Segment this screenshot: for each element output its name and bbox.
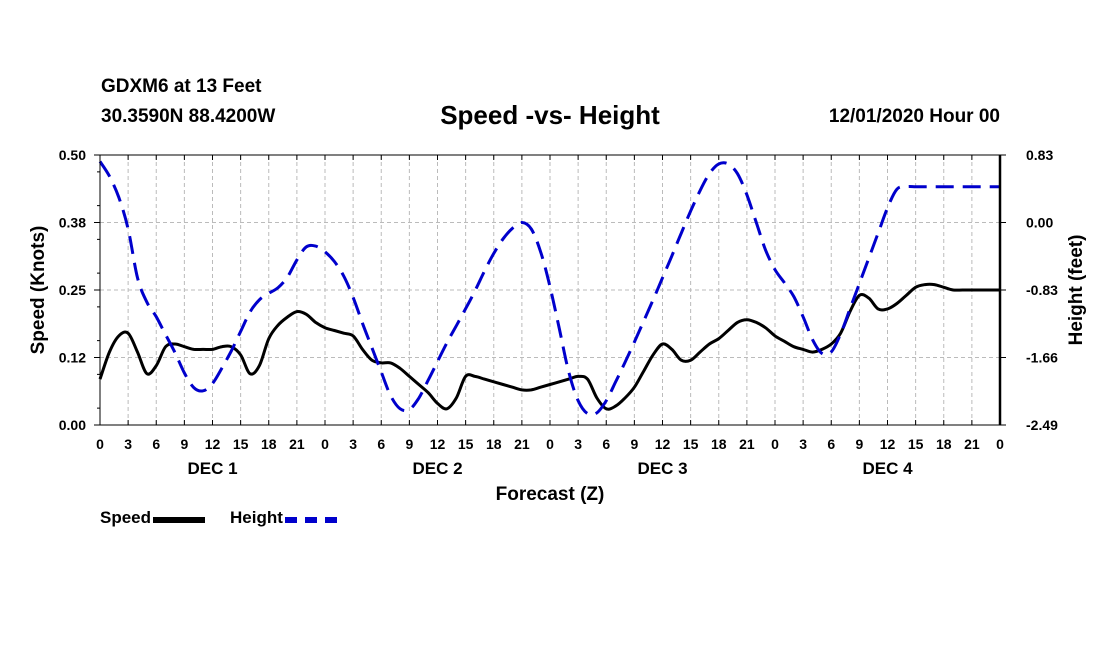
x-tick-label: 15 [908,436,924,452]
x-tick-label: 21 [289,436,305,452]
x-tick-label: 15 [458,436,474,452]
forecast-datetime: 12/01/2020 Hour 00 [828,106,1000,127]
x-tick-label: 12 [430,436,446,452]
x-tick-label: 0 [996,436,1004,452]
x-tick-label: 12 [205,436,221,452]
x-tick-label: 6 [152,436,160,452]
right-tick-label: 0.00 [1026,215,1053,231]
legend-speed: Speed [100,508,206,528]
day-label: DEC 1 [187,459,237,478]
left-tick-label: 0.50 [59,147,86,163]
legend-height: Height [230,508,337,528]
x-tick-label: 3 [124,436,132,452]
legend-height-swatch [284,517,337,523]
x-tick-label: 6 [602,436,610,452]
grid [100,155,1000,425]
right-axis-label: Height (feet) [1066,235,1087,346]
x-tick-label: 0 [771,436,779,452]
left-tick-label: 0.00 [59,417,86,433]
x-tick-label: 18 [261,436,277,452]
left-tick-label: 0.12 [59,350,86,366]
legend-speed-swatch [153,517,206,523]
x-tick-label: 6 [827,436,835,452]
x-tick-label: 0 [546,436,554,452]
x-tick-label: 21 [739,436,755,452]
left-tick-label: 0.38 [59,215,86,231]
x-tick-label: 3 [574,436,582,452]
series-layer [98,160,1000,417]
x-tick-label: 18 [711,436,727,452]
day-label: DEC 4 [862,459,913,478]
x-tick-label: 0 [96,436,104,452]
x-axis-label: Forecast (Z) [496,484,605,505]
x-tick-label: 9 [405,436,413,452]
x-tick-label: 9 [630,436,638,452]
x-tick-label: 3 [349,436,357,452]
x-tick-label: 6 [377,436,385,452]
axes: 0 3 6 9 12 15 18 21 0 3 6 9 12 15 18 21 0 3 6 9 12 15 18 21 0 3 6 9… [59,147,1058,478]
x-tick-label: 15 [233,436,249,452]
right-tick-label: -2.49 [1026,417,1058,433]
day-label: DEC 3 [637,459,687,478]
left-tick-label: 0.25 [59,282,86,298]
x-tick-label: 9 [180,436,188,452]
station-label: GDXM6 at 13 Feet [101,76,262,97]
coordinates-label: 30.3590N 88.4200W [101,106,276,127]
left-axis-label: Speed (Knots) [28,226,49,355]
right-tick-label: 0.83 [1026,147,1053,163]
x-tick-label: 15 [683,436,699,452]
legend-height-label: Height [230,508,283,527]
right-tick-label: -0.83 [1026,282,1058,298]
x-tick-label: 12 [655,436,671,452]
x-tick-label: 12 [880,436,896,452]
legend-speed-label: Speed [100,508,152,527]
x-tick-label: 21 [964,436,980,452]
right-tick-label: -1.66 [1026,350,1058,366]
chart-title: Speed -vs- Height [440,100,660,130]
x-tick-label: 18 [486,436,502,452]
x-tick-label: 9 [855,436,863,452]
x-tick-label: 0 [321,436,329,452]
x-tick-label: 21 [514,436,530,452]
x-tick-label: 18 [936,436,952,452]
x-tick-label: 3 [799,436,807,452]
day-label: DEC 2 [412,459,462,478]
